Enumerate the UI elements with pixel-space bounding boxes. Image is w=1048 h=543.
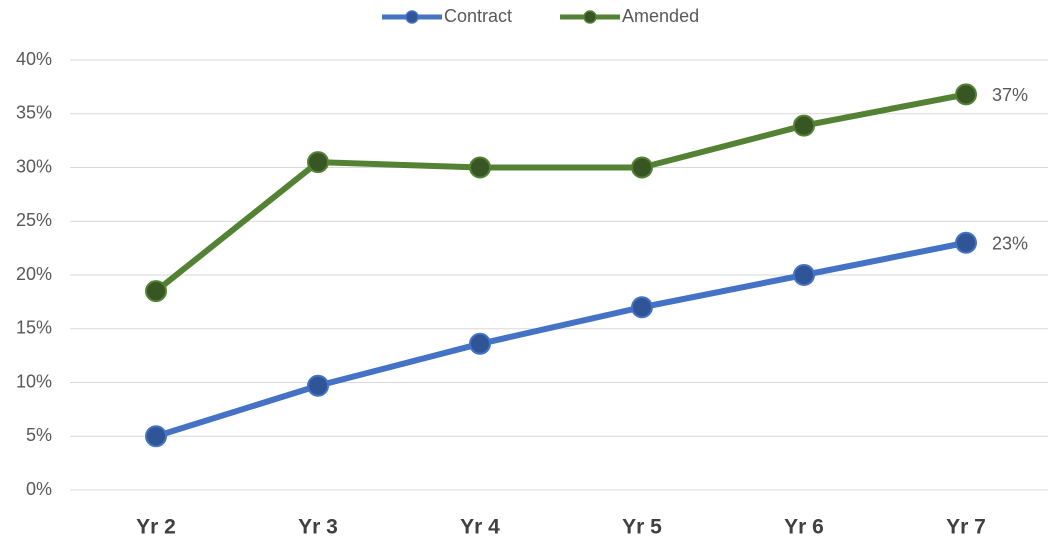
data-label: 23% — [992, 234, 1028, 254]
x-tick-label: Yr 5 — [622, 516, 662, 539]
x-tick-label: Yr 7 — [946, 516, 986, 539]
data-point — [307, 151, 329, 174]
data-point — [469, 156, 491, 179]
x-tick-label: Yr 4 — [460, 516, 500, 539]
series-line — [155, 239, 967, 440]
data-point — [793, 114, 815, 137]
legend-marker — [583, 10, 597, 24]
y-tick-label: 10% — [16, 371, 52, 391]
data-point — [469, 332, 491, 355]
legend-marker — [405, 10, 419, 24]
y-tick-label: 40% — [16, 49, 52, 69]
data-point — [955, 83, 977, 106]
y-tick-label: 30% — [16, 156, 52, 176]
legend-label: Contract — [444, 6, 512, 26]
y-tick-label: 5% — [26, 425, 52, 445]
y-tick-label: 0% — [26, 479, 52, 499]
data-point — [145, 280, 167, 303]
data-point — [631, 296, 653, 319]
series-line — [154, 91, 967, 294]
data-label: 37% — [992, 85, 1028, 105]
y-tick-label: 25% — [16, 210, 52, 230]
y-tick-label: 35% — [16, 103, 52, 123]
data-point — [955, 231, 977, 254]
x-tick-label: Yr 6 — [784, 516, 824, 539]
x-tick-label: Yr 2 — [136, 516, 176, 539]
data-point — [793, 264, 815, 286]
legend-label: Amended — [622, 6, 699, 26]
x-tick-label: Yr 3 — [298, 516, 338, 539]
data-point — [307, 374, 329, 397]
data-point — [145, 425, 167, 448]
y-tick-label: 20% — [16, 264, 52, 284]
data-point — [631, 156, 653, 179]
y-tick-label: 15% — [16, 318, 52, 338]
